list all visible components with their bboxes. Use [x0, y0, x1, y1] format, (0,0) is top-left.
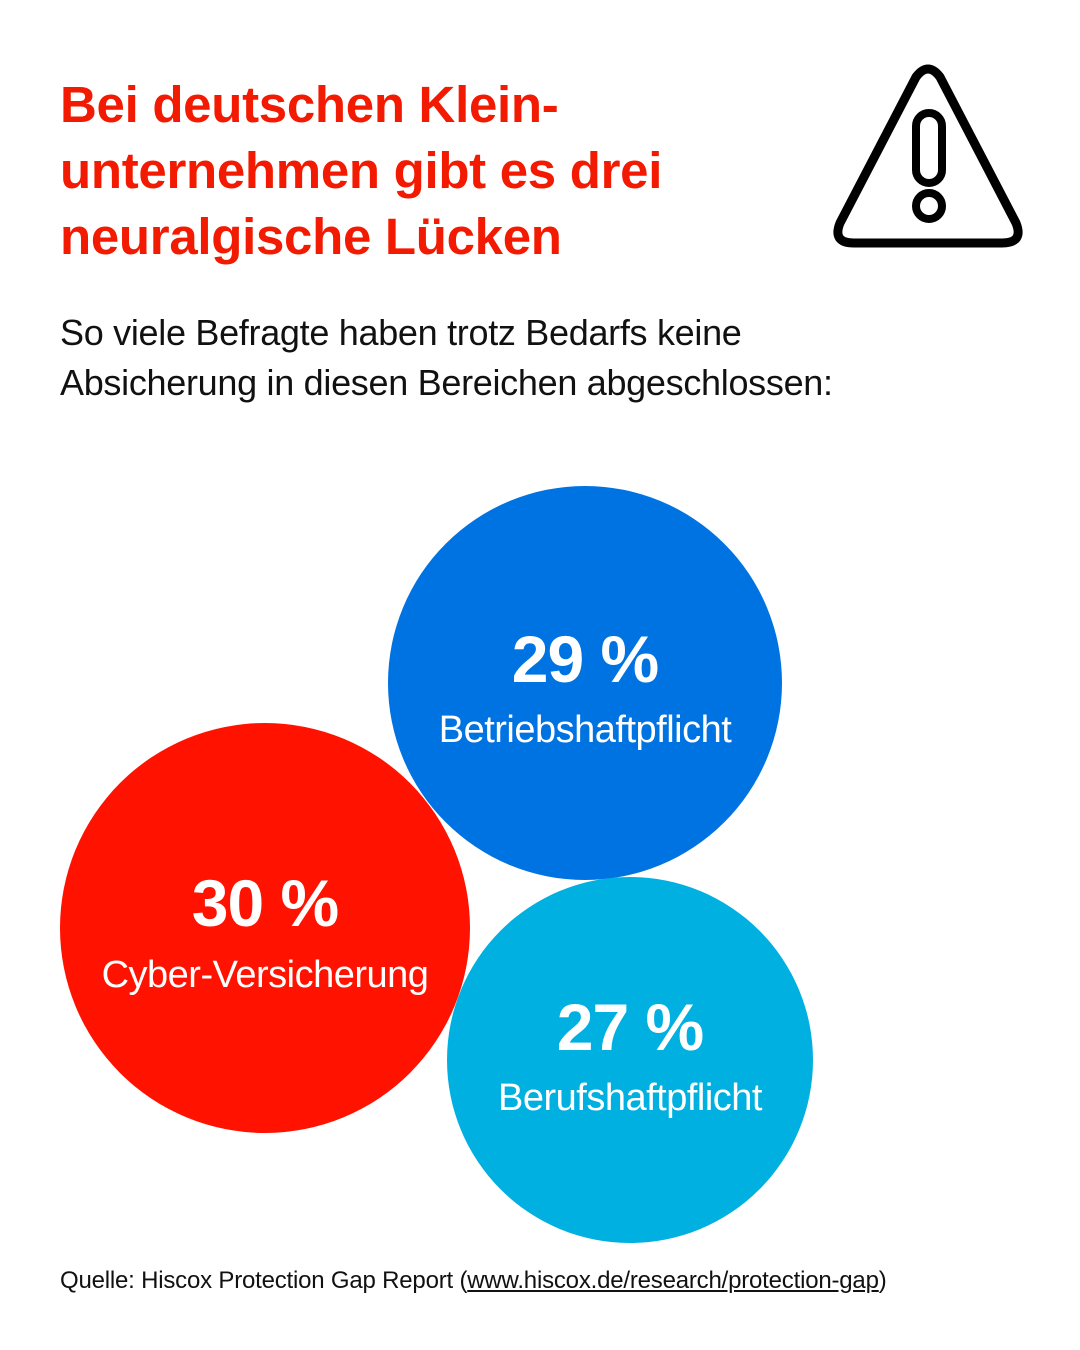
page-title: Bei deutschen Klein- unternehmen gibt es…: [60, 76, 663, 265]
bubble-label: Berufshaftpflicht: [498, 1077, 762, 1119]
bubble-berufshaftpflicht: 27 % Berufshaftpflicht: [447, 877, 813, 1243]
source-suffix: ): [878, 1267, 887, 1294]
bubble-betriebshaftpflicht: 29 % Betriebshaftpflicht: [388, 486, 782, 880]
bubble-cyber-versicherung: 30 % Cyber-Versicherung: [60, 723, 470, 1133]
bubble-label: Cyber-Versicherung: [101, 954, 429, 996]
bubble-value: 27 %: [556, 990, 704, 1064]
bubble-value: 30 %: [191, 866, 339, 940]
source-link[interactable]: www.hiscox.de/research/protection-gap: [467, 1267, 879, 1294]
source-note: Quelle: Hiscox Protection Gap Report (ww…: [60, 1266, 887, 1296]
bubble-label: Betriebshaftpflicht: [438, 709, 732, 751]
subtitle: So viele Befragte haben trotz Bedarfs ke…: [60, 312, 833, 403]
bubble-value: 29 %: [511, 622, 659, 696]
source-prefix: Quelle: Hiscox Protection Gap Report (: [60, 1267, 468, 1294]
warning-triangle-icon: [833, 64, 1023, 248]
